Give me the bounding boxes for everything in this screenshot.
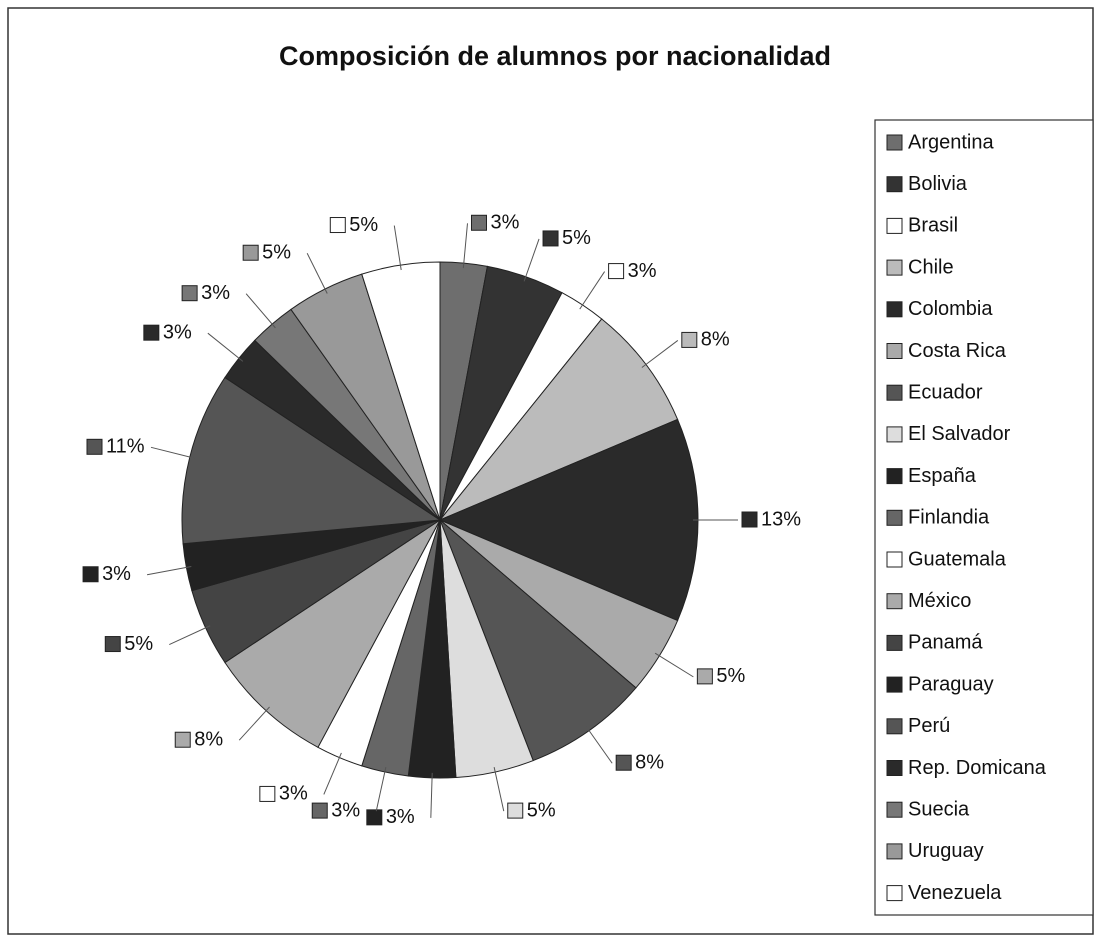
label-swatch bbox=[542, 230, 559, 247]
legend-swatch bbox=[886, 384, 903, 401]
legend-label: Suecia bbox=[908, 798, 970, 820]
data-label: 8% bbox=[635, 752, 664, 774]
legend-swatch bbox=[886, 760, 903, 776]
data-label: 5% bbox=[124, 633, 153, 655]
leader-line bbox=[306, 253, 328, 294]
label-swatch bbox=[86, 438, 103, 455]
legend-label: El Salvador bbox=[908, 423, 1011, 445]
label-swatch bbox=[259, 785, 276, 802]
legend-label: México bbox=[908, 590, 971, 612]
chart-title: Composición de alumnos por nacionalidad bbox=[279, 41, 831, 71]
legend-label: España bbox=[908, 465, 977, 487]
label-swatch bbox=[366, 809, 383, 826]
legend-swatch bbox=[886, 509, 903, 526]
leader-line bbox=[150, 446, 195, 459]
leader-line bbox=[654, 652, 694, 678]
data-label: 3% bbox=[279, 783, 308, 805]
data-label: 3% bbox=[490, 212, 519, 234]
legend-box bbox=[874, 119, 1094, 916]
legend-label: Colombia bbox=[908, 298, 993, 320]
leader-line bbox=[146, 565, 192, 576]
leader-line bbox=[585, 726, 613, 764]
leader-line bbox=[641, 340, 679, 368]
data-label: 5% bbox=[716, 665, 745, 687]
data-label: 8% bbox=[194, 729, 223, 751]
data-label: 5% bbox=[562, 227, 591, 249]
legend-label: Uruguay bbox=[908, 840, 984, 862]
leader-line bbox=[375, 767, 387, 812]
label-swatch bbox=[242, 244, 259, 261]
legend-swatch bbox=[886, 676, 903, 693]
leader-line bbox=[169, 625, 211, 646]
data-label: 3% bbox=[163, 321, 192, 343]
legend-swatch bbox=[886, 134, 903, 151]
legend-label: Venezuela bbox=[908, 882, 1002, 904]
legend-label: Brasil bbox=[908, 215, 958, 237]
legend-label: Argentina bbox=[908, 131, 994, 153]
legend-swatch bbox=[886, 426, 903, 443]
label-swatch bbox=[507, 802, 524, 819]
leader-line bbox=[207, 332, 244, 362]
leader-line bbox=[462, 223, 468, 269]
label-swatch bbox=[329, 217, 346, 234]
legend-swatch bbox=[886, 801, 903, 818]
label-swatch bbox=[696, 668, 713, 685]
label-swatch bbox=[311, 802, 328, 819]
label-swatch bbox=[82, 566, 99, 583]
label-swatch bbox=[181, 285, 198, 302]
legend-swatch bbox=[886, 634, 903, 651]
leader-line bbox=[238, 706, 270, 741]
legend-swatch bbox=[886, 468, 903, 485]
label-swatch bbox=[741, 511, 758, 528]
label-swatch bbox=[143, 324, 160, 341]
legend-label: Paraguay bbox=[908, 673, 994, 695]
data-label: 11% bbox=[106, 436, 145, 458]
legend-swatch bbox=[886, 885, 903, 902]
leader-line bbox=[393, 225, 402, 271]
data-label: 5% bbox=[262, 242, 291, 264]
leader-line bbox=[523, 238, 540, 282]
legend-label: Costa Rica bbox=[908, 340, 1007, 362]
data-label: 3% bbox=[331, 799, 360, 821]
legend-label: Perú bbox=[908, 715, 950, 737]
label-swatch bbox=[174, 731, 191, 748]
data-label: 8% bbox=[701, 329, 730, 351]
legend-label: Ecuador bbox=[908, 381, 983, 403]
data-label: 13% bbox=[761, 508, 801, 530]
label-swatch bbox=[470, 214, 487, 231]
data-label: 3% bbox=[201, 282, 230, 304]
legend-swatch bbox=[886, 593, 903, 610]
label-swatch bbox=[608, 263, 625, 280]
label-swatch bbox=[681, 331, 698, 348]
legend-swatch bbox=[886, 176, 903, 193]
legend-swatch bbox=[886, 718, 903, 735]
legend-label: Bolivia bbox=[908, 173, 968, 195]
label-swatch bbox=[104, 636, 121, 653]
legend-label: Chile bbox=[908, 256, 954, 278]
legend-label: Rep. Domicana bbox=[908, 757, 1047, 779]
leader-line bbox=[245, 293, 276, 329]
data-label: 5% bbox=[527, 799, 556, 821]
leader-line bbox=[579, 271, 606, 310]
legend-swatch bbox=[886, 343, 903, 359]
legend-label: Guatemala bbox=[908, 548, 1007, 570]
leader-line bbox=[493, 767, 505, 812]
leader-line bbox=[323, 752, 342, 795]
data-label: 3% bbox=[102, 563, 131, 585]
data-label: 3% bbox=[386, 806, 415, 828]
data-label: 3% bbox=[628, 260, 657, 282]
label-swatch bbox=[615, 754, 632, 771]
legend-swatch bbox=[886, 843, 903, 860]
data-label: 5% bbox=[349, 214, 378, 236]
legend-swatch bbox=[886, 551, 903, 568]
leader-line bbox=[430, 772, 433, 818]
legend-label: Finlandia bbox=[908, 507, 990, 529]
legend-swatch bbox=[886, 217, 903, 234]
legend-swatch bbox=[886, 259, 903, 276]
legend-label: Panamá bbox=[908, 632, 983, 654]
legend-swatch bbox=[886, 301, 903, 318]
